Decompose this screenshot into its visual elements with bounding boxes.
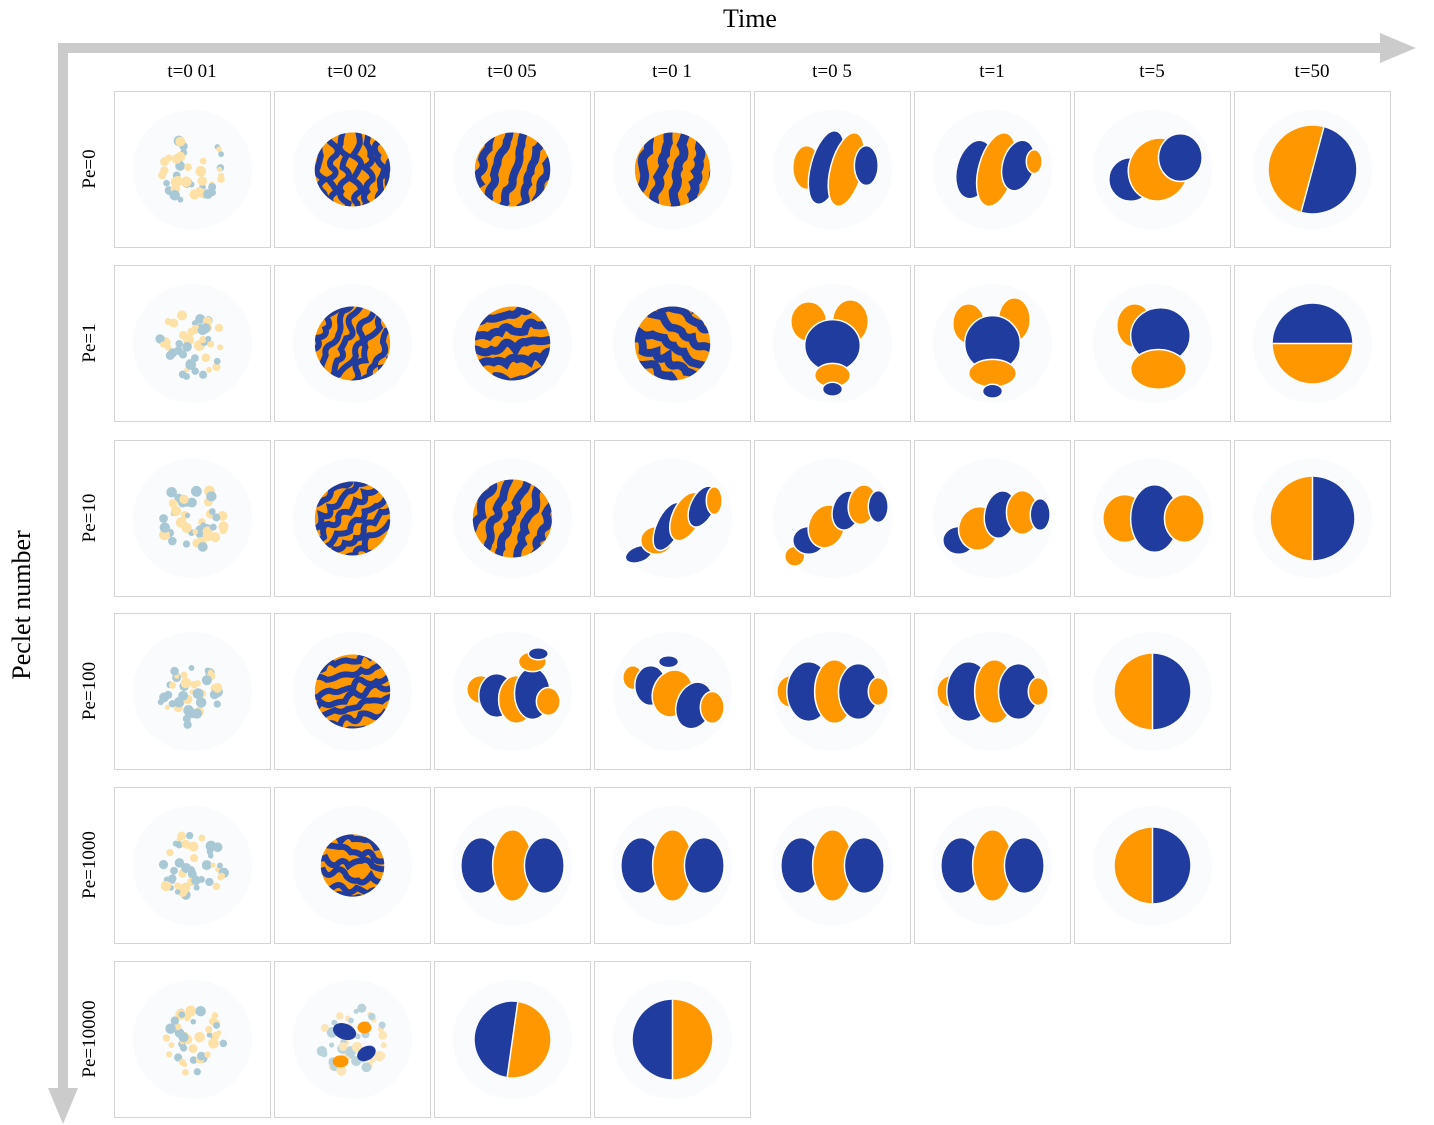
droplet-snapshot-image: [772, 458, 893, 579]
snapshot-cell: [754, 787, 911, 944]
snapshot-cell: [114, 613, 271, 770]
snapshot-cell: [434, 91, 591, 248]
droplet-snapshot-image: [292, 979, 413, 1100]
droplet-snapshot-image: [132, 109, 253, 230]
snapshot-cell: [1074, 613, 1231, 770]
snapshot-cell: [114, 440, 271, 597]
snapshot-cell: [594, 265, 751, 422]
snapshot-cell: [434, 787, 591, 944]
droplet-snapshot-image: [612, 979, 733, 1100]
snapshot-cell: [274, 787, 431, 944]
droplet-snapshot-image: [292, 458, 413, 579]
droplet-snapshot-image: [132, 979, 253, 1100]
snapshot-cell: [754, 613, 911, 770]
snapshot-cell: [754, 440, 911, 597]
droplet-snapshot-image: [612, 458, 733, 579]
snapshot-cell: [274, 265, 431, 422]
snapshot-cell: [594, 787, 751, 944]
droplet-snapshot-image: [932, 283, 1053, 404]
droplet-snapshot-image: [1092, 109, 1213, 230]
snapshot-cell: [1074, 91, 1231, 248]
snapshot-cell: [594, 961, 751, 1118]
droplet-snapshot-image: [132, 458, 253, 579]
snapshot-cell: [434, 440, 591, 597]
snapshot-cell: [114, 787, 271, 944]
droplet-snapshot-image: [452, 805, 573, 926]
droplet-snapshot-image: [292, 283, 413, 404]
snapshot-cell: [1234, 91, 1391, 248]
snapshot-cell: [1234, 440, 1391, 597]
snapshot-cell: [594, 440, 751, 597]
snapshot-cell: [434, 613, 591, 770]
droplet-snapshot-image: [1092, 631, 1213, 752]
snapshot-cell: [594, 91, 751, 248]
snapshot-cell: [274, 961, 431, 1118]
column-label: t=0 02: [327, 61, 377, 82]
droplet-snapshot-image: [932, 631, 1053, 752]
droplet-snapshot-image: [452, 979, 573, 1100]
peclet-arrow-shaft: [58, 43, 68, 1093]
droplet-snapshot-image: [452, 631, 573, 752]
time-arrow-head-icon: [1380, 33, 1416, 63]
time-axis-title: Time: [723, 4, 777, 33]
droplet-snapshot-image: [452, 109, 573, 230]
snapshot-cell: [1074, 787, 1231, 944]
droplet-snapshot-image: [932, 458, 1053, 579]
droplet-snapshot-image: [612, 805, 733, 926]
droplet-snapshot-image: [1252, 109, 1373, 230]
snapshot-cell: [114, 91, 271, 248]
droplet-snapshot-image: [772, 109, 893, 230]
droplet-snapshot-image: [1252, 458, 1373, 579]
snapshot-cell: [914, 91, 1071, 248]
droplet-snapshot-image: [452, 458, 573, 579]
droplet-snapshot-image: [1092, 805, 1213, 926]
droplet-snapshot-image: [772, 283, 893, 404]
snapshot-cell: [754, 265, 911, 422]
droplet-snapshot-image: [452, 283, 573, 404]
snapshot-cell: [914, 440, 1071, 597]
snapshot-cell: [914, 787, 1071, 944]
snapshot-cell: [1234, 265, 1391, 422]
column-label: t=0 5: [812, 61, 852, 82]
snapshot-cell: [274, 613, 431, 770]
snapshot-cell: [274, 91, 431, 248]
droplet-snapshot-image: [612, 283, 733, 404]
droplet-snapshot-image: [1092, 283, 1213, 404]
peclet-arrow-head-icon: [48, 1088, 78, 1124]
droplet-snapshot-image: [132, 283, 253, 404]
column-label: t=0 05: [487, 61, 537, 82]
droplet-snapshot-image: [292, 631, 413, 752]
droplet-snapshot-image: [932, 109, 1053, 230]
droplet-snapshot-image: [772, 631, 893, 752]
column-label: t=1: [979, 61, 1005, 82]
snapshot-cell: [114, 265, 271, 422]
column-label: t=0 01: [167, 61, 217, 82]
droplet-snapshot-image: [612, 631, 733, 752]
droplet-snapshot-image: [932, 805, 1053, 926]
snapshot-cell: [594, 613, 751, 770]
snapshot-cell: [1074, 265, 1231, 422]
snapshot-cell: [914, 613, 1071, 770]
snapshot-cell: [914, 265, 1071, 422]
snapshot-cell: [114, 961, 271, 1118]
column-label: t=0 1: [652, 61, 692, 82]
droplet-snapshot-image: [612, 109, 733, 230]
column-label: t=5: [1139, 61, 1165, 82]
droplet-snapshot-image: [292, 109, 413, 230]
column-label: t=50: [1294, 61, 1330, 82]
droplet-snapshot-image: [132, 631, 253, 752]
snapshot-cell: [434, 961, 591, 1118]
droplet-snapshot-image: [1092, 458, 1213, 579]
snapshot-cell: [754, 91, 911, 248]
time-arrow-shaft: [58, 43, 1388, 53]
snapshot-cell: [434, 265, 591, 422]
droplet-snapshot-image: [772, 805, 893, 926]
snapshot-cell: [274, 440, 431, 597]
droplet-snapshot-image: [292, 805, 413, 926]
droplet-snapshot-image: [1252, 283, 1373, 404]
snapshot-cell: [1074, 440, 1231, 597]
droplet-snapshot-image: [132, 805, 253, 926]
